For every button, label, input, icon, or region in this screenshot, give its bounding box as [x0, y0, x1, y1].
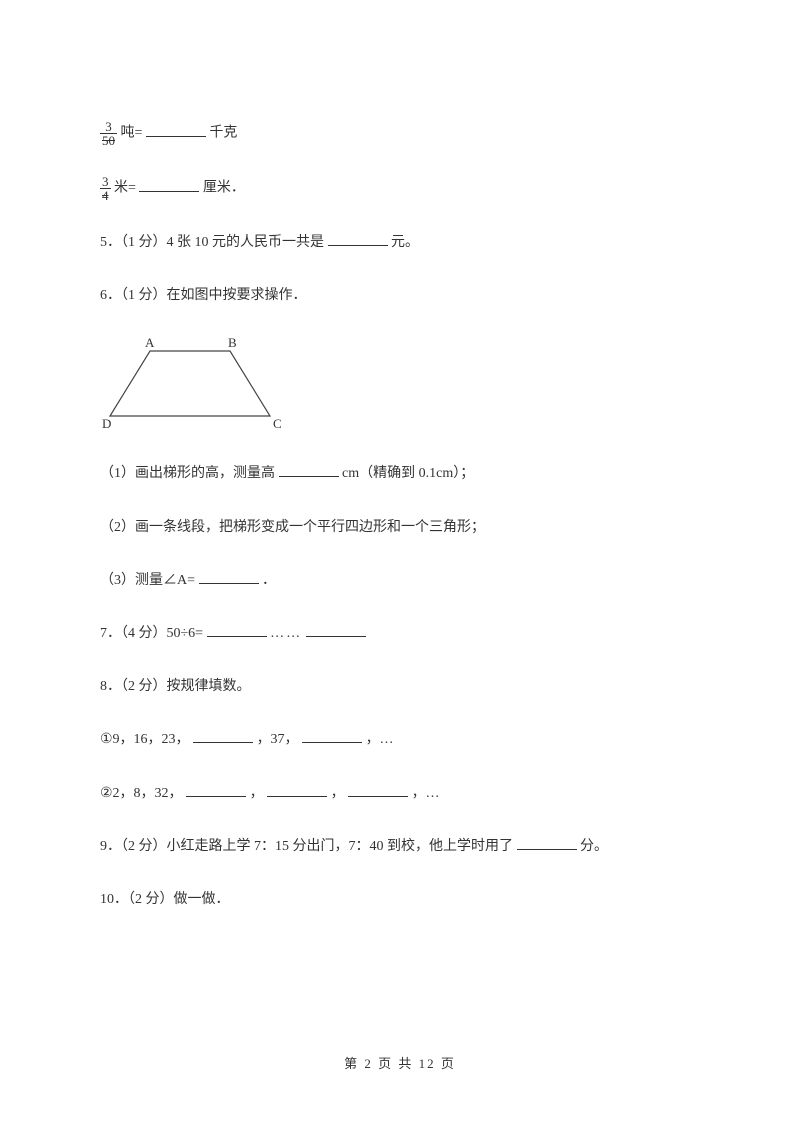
unit-conversion-1: 3 50 吨= 千克 [100, 120, 700, 147]
blank-input[interactable] [348, 781, 408, 797]
q8-1-prefix: ①9，16，23， [100, 732, 190, 747]
unit-right: 厘米． [203, 181, 245, 196]
q8-2-prefix: ②2，8，32， [100, 786, 183, 801]
label-a: A [145, 336, 155, 350]
numerator: 3 [100, 120, 117, 134]
question-6-2: （2）画一条线段，把梯形变成一个平行四边形和一个三角形； [100, 515, 700, 540]
blank-input[interactable] [517, 834, 577, 850]
q9-prefix: 9．（2 分）小红走路上学 7：15 分出门，7：40 到校，他上学时用了 [100, 839, 513, 854]
label-b: B [228, 336, 237, 350]
q8-1-suffix: ，… [366, 732, 394, 747]
q8-2-c1: ， [250, 786, 264, 801]
question-5: 5．（1 分）4 张 10 元的人民币一共是 元。 [100, 230, 700, 255]
fraction-3-4: 3 4 [100, 175, 111, 202]
denominator: 50 [100, 134, 117, 147]
trapezoid-shape [110, 351, 270, 416]
blank-input[interactable] [306, 621, 366, 637]
blank-input[interactable] [279, 461, 339, 477]
numerator: 3 [100, 175, 111, 189]
q10-text: 10．（2 分）做一做． [100, 892, 230, 907]
q8-text: 8．（2 分）按规律填数。 [100, 679, 251, 694]
blank-input[interactable] [146, 121, 206, 137]
blank-input[interactable] [199, 568, 259, 584]
question-10: 10．（2 分）做一做． [100, 887, 700, 912]
question-6-3: （3）测量∠A= ． [100, 568, 700, 593]
question-8: 8．（2 分）按规律填数。 [100, 674, 700, 699]
unit-left: 米= [114, 181, 136, 196]
q8-1-mid: ，37， [257, 732, 299, 747]
q6-text: 6．（1 分）在如图中按要求操作． [100, 288, 307, 303]
page-footer: 第 2 页 共 12 页 [0, 1053, 800, 1072]
label-c: C [273, 416, 282, 431]
q5-text: 5．（1 分）4 张 10 元的人民币一共是 [100, 235, 324, 250]
unit-left: 吨= [121, 126, 143, 141]
q6-2-text: （2）画一条线段，把梯形变成一个平行四边形和一个三角形； [100, 520, 485, 535]
blank-input[interactable] [328, 230, 388, 246]
q9-suffix: 分。 [580, 839, 608, 854]
label-d: D [102, 416, 111, 431]
question-8-2: ②2，8，32， ， ， ，… [100, 781, 700, 806]
trapezoid-svg: A B C D [100, 336, 290, 436]
page-number: 第 2 页 共 12 页 [344, 1056, 456, 1071]
unit-right: 千克 [209, 126, 237, 141]
q6-1-suffix: cm（精确到 0.1cm）； [342, 466, 474, 481]
unit-conversion-2: 3 4 米= 厘米． [100, 175, 700, 202]
q6-3-suffix: ． [262, 573, 276, 588]
q8-2-c2: ， [331, 786, 345, 801]
question-6-1: （1）画出梯形的高，测量高 cm（精确到 0.1cm）； [100, 461, 700, 486]
question-7: 7．（4 分）50÷6= …… [100, 621, 700, 646]
q5-suffix: 元。 [391, 235, 419, 250]
blank-input[interactable] [139, 176, 199, 192]
fraction-3-50: 3 50 [100, 120, 117, 147]
question-9: 9．（2 分）小红走路上学 7：15 分出门，7：40 到校，他上学时用了 分。 [100, 834, 700, 859]
blank-input[interactable] [186, 781, 246, 797]
blank-input[interactable] [302, 727, 362, 743]
q7-prefix: 7．（4 分）50÷6= [100, 626, 203, 641]
q8-2-suffix: ，… [412, 786, 440, 801]
q7-dots: …… [270, 626, 302, 641]
blank-input[interactable] [207, 621, 267, 637]
question-8-1: ①9，16，23， ，37， ，… [100, 727, 700, 752]
blank-input[interactable] [267, 781, 327, 797]
q6-3-prefix: （3）测量∠A= [100, 573, 195, 588]
question-6: 6．（1 分）在如图中按要求操作． [100, 283, 700, 308]
blank-input[interactable] [193, 727, 253, 743]
denominator: 4 [100, 189, 111, 202]
q6-1-prefix: （1）画出梯形的高，测量高 [100, 466, 275, 481]
trapezoid-figure: A B C D [100, 336, 700, 436]
